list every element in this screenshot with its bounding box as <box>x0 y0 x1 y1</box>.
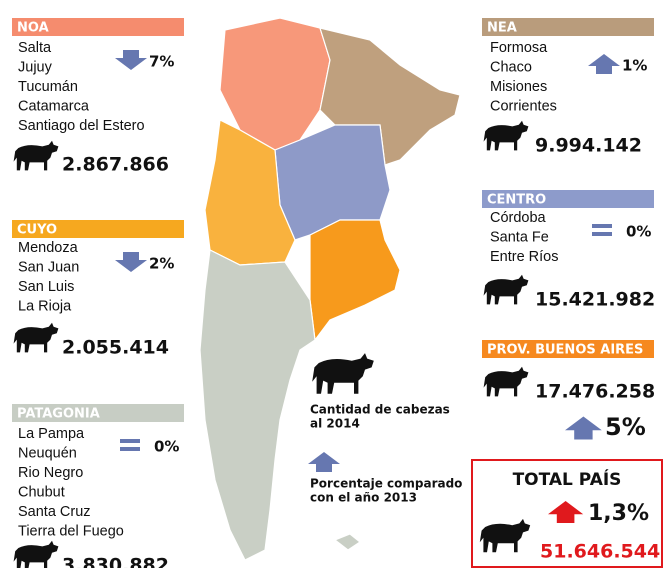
map-nea <box>319 27 461 166</box>
province: Neuquén <box>18 445 77 461</box>
total-change: 1,3% <box>588 501 649 526</box>
bull-icon <box>479 518 531 553</box>
region-name: PROV. BUENOS AIRES <box>487 343 643 358</box>
province: Chubut <box>18 484 65 500</box>
bull-icon <box>13 140 59 171</box>
region-name: CENTRO <box>487 193 546 208</box>
region-name: NEA <box>487 21 517 36</box>
bull-icon <box>483 366 529 397</box>
map-patagonia <box>199 249 316 561</box>
total-title: TOTAL PAÍS <box>513 468 622 490</box>
province: Córdoba <box>490 210 547 226</box>
change: 0% <box>154 438 179 456</box>
trend-down <box>115 50 147 70</box>
head-count: 17.476.258 <box>535 381 655 403</box>
region-header <box>482 190 654 208</box>
map <box>199 17 461 561</box>
province: Catamarca <box>18 98 90 114</box>
region-name: PATAGONIA <box>17 407 100 422</box>
trend-up <box>588 54 620 74</box>
total-heads: 51.646.544 <box>540 541 660 563</box>
province: Jujuy <box>18 59 53 75</box>
province: La Pampa <box>18 426 85 442</box>
province: La Rioja <box>18 298 72 314</box>
region-header <box>482 340 654 358</box>
bull-icon <box>483 120 529 151</box>
trend-down <box>115 252 147 272</box>
region-name: NOA <box>17 21 49 36</box>
trend-up <box>308 452 340 472</box>
province: Rio Negro <box>18 465 83 481</box>
province: Mendoza <box>18 240 79 256</box>
province: Misiones <box>490 79 547 95</box>
change: 1% <box>622 57 647 75</box>
region-header <box>12 220 184 238</box>
bull-icon <box>312 353 374 394</box>
head-count: 2.055.414 <box>62 337 169 359</box>
trend-equal <box>592 232 612 236</box>
map-noa <box>219 17 331 151</box>
head-count: 2.867.866 <box>62 154 169 176</box>
change: 7% <box>149 53 174 71</box>
change: 0% <box>626 223 651 241</box>
region-name: CUYO <box>17 223 57 238</box>
head-count: 15.421.982 <box>535 289 655 311</box>
province: Santa Cruz <box>18 504 91 520</box>
map-buenos-aires <box>309 219 401 342</box>
legend-heads: Cantidad de cabezas <box>310 403 450 417</box>
legend-change: Porcentaje comparado <box>310 477 462 491</box>
province: Santa Fe <box>490 229 549 245</box>
trend-up <box>565 416 602 440</box>
trend-equal <box>120 439 140 443</box>
province: Entre Ríos <box>490 249 559 265</box>
province: Formosa <box>490 40 548 56</box>
head-count: 9.994.142 <box>535 135 642 157</box>
province: Santiago del Estero <box>18 118 145 134</box>
change: 2% <box>149 255 174 273</box>
province: Tierra del Fuego <box>18 523 124 539</box>
change: 5% <box>605 413 646 441</box>
bull-icon <box>483 274 529 305</box>
province: San Juan <box>18 259 79 275</box>
province: Chaco <box>490 59 532 75</box>
head-count: 3.830.882 <box>62 555 169 568</box>
trend-up <box>548 501 584 523</box>
province: Tucumán <box>18 79 78 95</box>
province: Salta <box>18 40 52 56</box>
total-box <box>471 459 663 568</box>
province: Corrientes <box>490 98 557 114</box>
province: San Luis <box>18 279 74 295</box>
legend-heads: al 2014 <box>310 417 360 431</box>
trend-equal <box>592 224 612 228</box>
region-header <box>12 18 184 36</box>
region-header <box>12 404 184 422</box>
trend-equal <box>120 447 140 451</box>
map-island <box>333 533 362 551</box>
legend-change: con el año 2013 <box>310 491 417 505</box>
bull-icon <box>13 322 59 353</box>
bull-icon <box>13 540 59 568</box>
region-header <box>482 18 654 36</box>
